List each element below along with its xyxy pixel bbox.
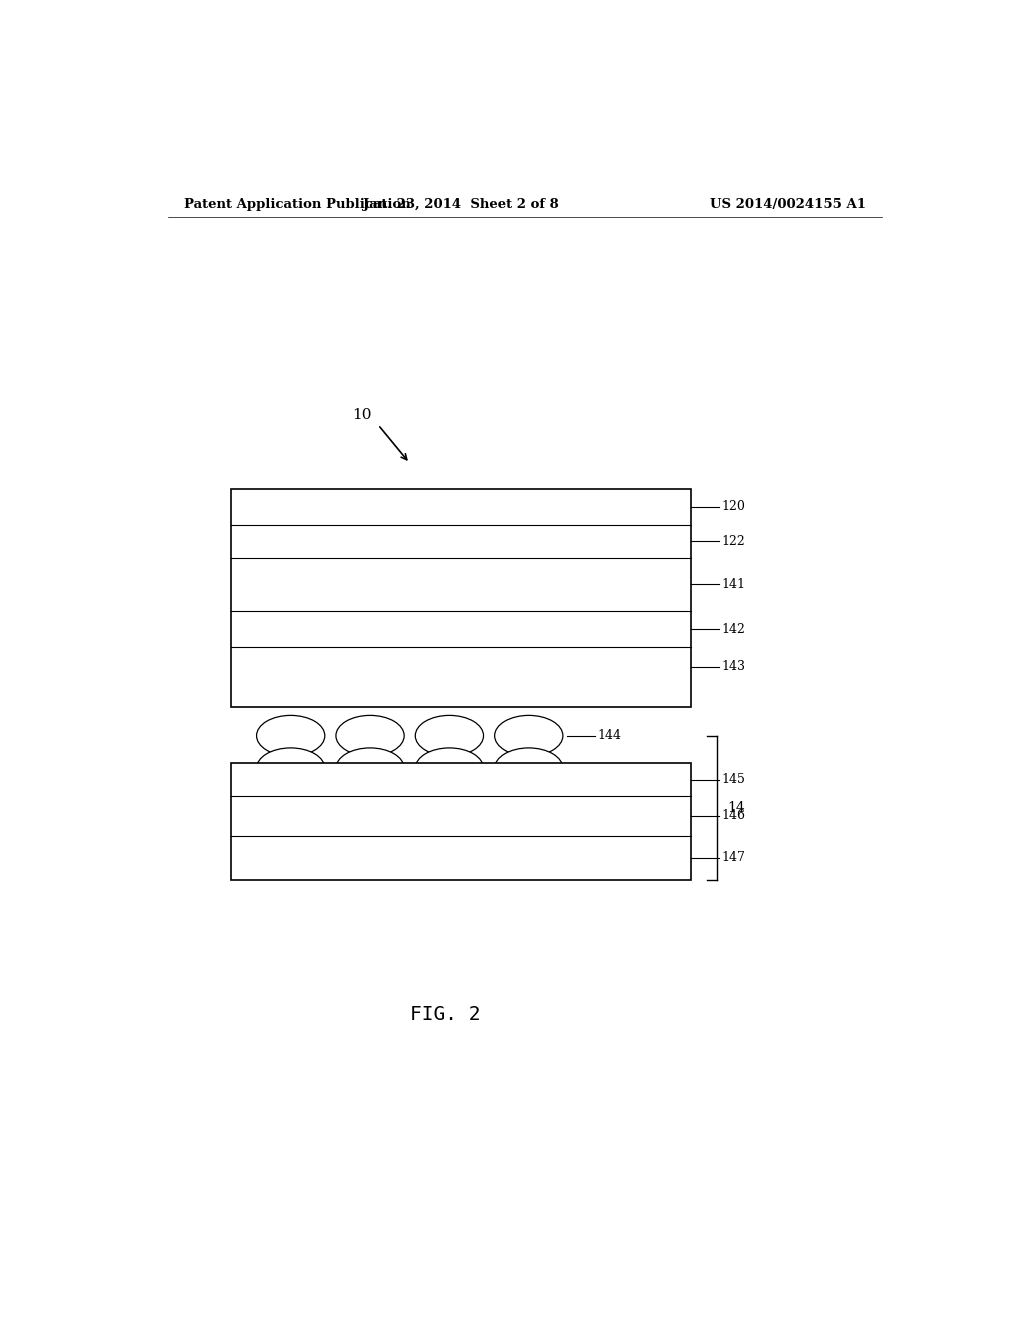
Ellipse shape bbox=[495, 715, 563, 756]
Ellipse shape bbox=[336, 715, 404, 756]
Text: FIG. 2: FIG. 2 bbox=[411, 1005, 480, 1024]
Ellipse shape bbox=[257, 715, 325, 756]
Ellipse shape bbox=[257, 748, 325, 788]
Text: 146: 146 bbox=[722, 809, 745, 822]
Text: 120: 120 bbox=[722, 500, 745, 513]
Bar bbox=[231, 488, 691, 708]
Ellipse shape bbox=[416, 748, 483, 788]
Text: Patent Application Publication: Patent Application Publication bbox=[183, 198, 411, 211]
Text: Jan. 23, 2014  Sheet 2 of 8: Jan. 23, 2014 Sheet 2 of 8 bbox=[364, 198, 559, 211]
Ellipse shape bbox=[495, 748, 563, 788]
Ellipse shape bbox=[336, 748, 404, 788]
Text: 144: 144 bbox=[597, 729, 621, 742]
Text: 145: 145 bbox=[722, 774, 745, 785]
Text: 142: 142 bbox=[722, 623, 745, 636]
Text: 14: 14 bbox=[727, 801, 744, 814]
Text: 141: 141 bbox=[722, 578, 745, 591]
Text: 143: 143 bbox=[722, 660, 745, 673]
Text: US 2014/0024155 A1: US 2014/0024155 A1 bbox=[710, 198, 866, 211]
Text: 147: 147 bbox=[722, 851, 745, 865]
Text: 10: 10 bbox=[352, 408, 372, 421]
Ellipse shape bbox=[416, 715, 483, 756]
Text: 122: 122 bbox=[722, 535, 745, 548]
Bar bbox=[231, 763, 691, 880]
